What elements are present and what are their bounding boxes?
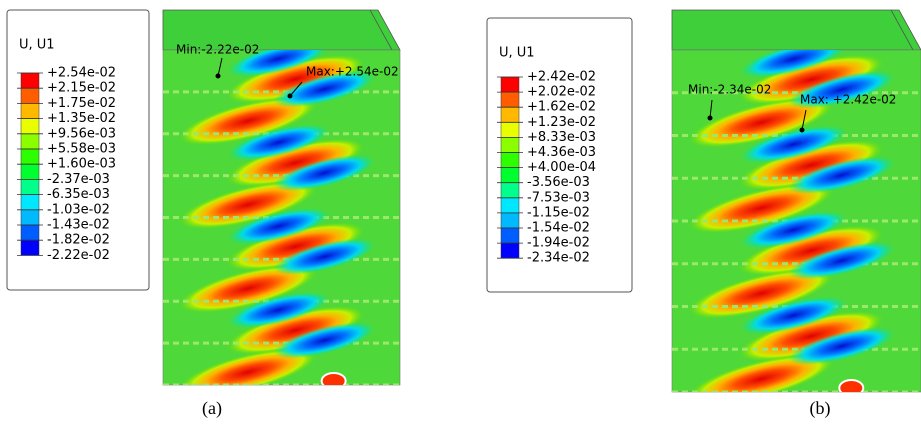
- contours: [163, 50, 400, 385]
- min-label: Min:-2.34e-02: [688, 83, 771, 97]
- legend-swatch: [20, 118, 40, 135]
- model-top: [671, 9, 921, 51]
- legend-swatch: [20, 163, 40, 180]
- legend-label: +1.35e-02: [47, 111, 116, 126]
- arrow-head: [707, 115, 713, 121]
- legend-label: -2.34e-02: [527, 251, 590, 266]
- legend-swatch: [20, 209, 40, 226]
- legend-box: [6, 9, 150, 291]
- legend-swatch: [500, 137, 520, 153]
- arrow: [709, 99, 713, 119]
- legend-label: -1.15e-02: [527, 205, 590, 220]
- legend-label: +4.00e-04: [527, 160, 596, 175]
- contour-high: [226, 222, 365, 271]
- contour-low: [227, 124, 330, 161]
- legend-swatch: [500, 76, 520, 93]
- legend-swatch: [20, 72, 40, 89]
- contours: [672, 50, 921, 392]
- legend-swatch: [500, 227, 520, 244]
- arrow-head: [215, 73, 221, 79]
- model-edge: [890, 9, 914, 51]
- legend-label: -1.43e-02: [47, 218, 110, 233]
- contour-high: [226, 138, 365, 188]
- legend-label: +5.58e-03: [47, 142, 116, 157]
- min-label: Min:-2.22e-02: [176, 43, 259, 57]
- legend-label: -3.56e-03: [527, 175, 590, 190]
- contour-high: [226, 306, 365, 355]
- contour-low: [740, 125, 847, 164]
- legend-label: -1.03e-02: [47, 202, 110, 217]
- arrow: [217, 57, 223, 77]
- legend-label: -1.94e-02: [527, 236, 590, 251]
- contour-low: [740, 211, 847, 249]
- caption: (b): [810, 398, 831, 419]
- legend-title: U, U1: [19, 38, 55, 53]
- legend-label: +9.56e-03: [47, 126, 116, 141]
- contour-low: [273, 154, 376, 192]
- legend-swatch: [20, 133, 40, 150]
- contour-low: [273, 238, 376, 275]
- arrow-head: [799, 127, 805, 133]
- legend-swatch: [500, 197, 520, 214]
- legend-swatch: [500, 242, 520, 259]
- legend-label: +4.36e-03: [527, 145, 596, 160]
- legend-label: -1.54e-02: [527, 221, 590, 236]
- contour-low: [788, 70, 895, 109]
- legend-swatch: [20, 239, 40, 256]
- contour-spot: [838, 379, 865, 392]
- legend-swatch: [20, 224, 40, 241]
- legend-swatch: [500, 91, 520, 108]
- legend-label: +2.54e-02: [47, 66, 116, 81]
- contour-low: [227, 208, 330, 245]
- legend-label: +1.75e-02: [47, 96, 116, 111]
- legend-label: +1.62e-02: [527, 100, 596, 115]
- arrow: [801, 109, 807, 131]
- contour-low: [227, 50, 330, 77]
- contour-low: [740, 296, 847, 335]
- arrow-head: [287, 93, 293, 99]
- arrow: [289, 81, 303, 97]
- legend-label: +1.60e-03: [47, 157, 116, 172]
- legend-label: +1.23e-02: [527, 115, 596, 130]
- contour-low: [227, 291, 330, 329]
- max-label: Max:+2.54e-02: [306, 65, 399, 79]
- legend-swatch: [500, 167, 520, 183]
- legend-label: -7.53e-03: [527, 190, 590, 205]
- legend-label: -2.22e-02: [47, 248, 110, 263]
- legend-swatch: [500, 182, 520, 199]
- legend-box: [486, 17, 633, 293]
- legend-swatch: [20, 179, 40, 195]
- legend-swatch: [500, 122, 520, 138]
- contour-low: [788, 241, 895, 280]
- legend-label: -2.37e-03: [47, 172, 110, 187]
- legend-swatch: [20, 87, 40, 104]
- contour-low: [273, 71, 376, 108]
- contour-low: [788, 327, 895, 365]
- legend-swatch: [20, 194, 40, 211]
- contour-low: [740, 50, 847, 78]
- legend-label: -6.35e-03: [47, 187, 110, 202]
- legend-label: +2.02e-02: [527, 85, 596, 100]
- contour-low: [788, 156, 895, 194]
- legend-label: +8.33e-03: [527, 130, 596, 145]
- contour-high: [226, 54, 365, 104]
- max-label: Max: +2.42e-02: [800, 93, 896, 107]
- legend-swatch: [500, 212, 520, 229]
- legend-swatch: [20, 148, 40, 165]
- contour-low: [273, 322, 376, 359]
- legend-swatch: [20, 103, 40, 119]
- legend-swatch: [500, 152, 520, 168]
- legend-label: -1.82e-02: [47, 233, 110, 248]
- contour-spot: [320, 372, 347, 385]
- model-edge: [369, 9, 393, 51]
- caption: (a): [202, 398, 222, 419]
- legend-label: +2.15e-02: [47, 81, 116, 96]
- legend-label: +2.42e-02: [527, 70, 596, 85]
- legend-title: U, U1: [499, 46, 535, 61]
- legend-swatch: [500, 106, 520, 123]
